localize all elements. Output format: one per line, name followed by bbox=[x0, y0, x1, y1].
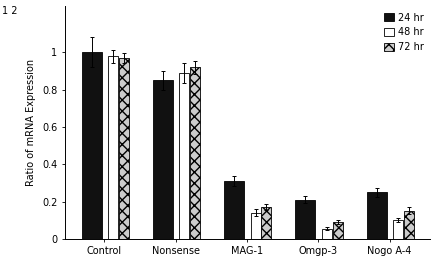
Bar bbox=[404, 211, 414, 239]
Bar bbox=[82, 52, 102, 239]
Bar bbox=[179, 73, 189, 239]
Bar bbox=[119, 58, 129, 239]
Bar bbox=[367, 192, 387, 239]
Bar bbox=[296, 200, 315, 239]
Legend: 24 hr, 48 hr, 72 hr: 24 hr, 48 hr, 72 hr bbox=[382, 10, 426, 54]
Y-axis label: Ratio of mRNA Expression: Ratio of mRNA Expression bbox=[27, 59, 37, 186]
Bar bbox=[251, 213, 261, 239]
Bar bbox=[190, 67, 200, 239]
Bar bbox=[261, 207, 271, 239]
Bar bbox=[153, 80, 173, 239]
Bar bbox=[108, 56, 118, 239]
Bar bbox=[224, 181, 244, 239]
Bar bbox=[333, 222, 343, 239]
Text: 1 2: 1 2 bbox=[2, 6, 17, 16]
Bar bbox=[322, 228, 332, 239]
Bar bbox=[393, 220, 403, 239]
